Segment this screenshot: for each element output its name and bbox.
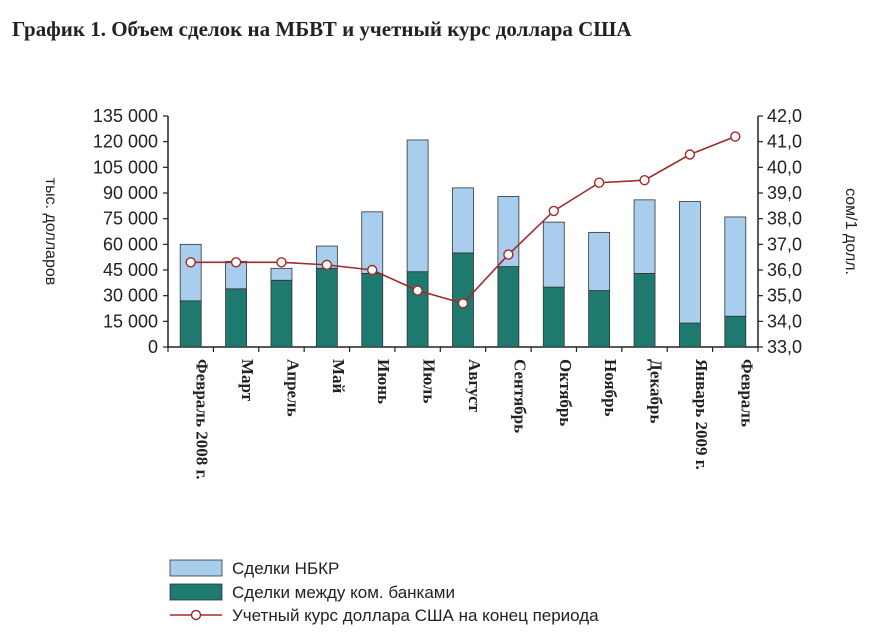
legend-label: Сделки между ком. банками xyxy=(232,583,455,602)
category-label: Май xyxy=(329,359,348,394)
bar-commercial-banks xyxy=(270,279,293,348)
category-label: Октябрь xyxy=(556,359,575,426)
bar-nbkr xyxy=(588,231,611,291)
category-label: Декабрь xyxy=(647,359,666,423)
right-tick-label: 37,0 xyxy=(767,234,802,254)
rate-point xyxy=(276,257,287,268)
right-tick-label: 36,0 xyxy=(767,260,802,280)
bar-commercial-banks xyxy=(542,286,565,348)
rate-point xyxy=(185,257,196,268)
rate-point xyxy=(639,174,650,186)
right-tick-label: 40,0 xyxy=(767,157,802,177)
right-tick-label: 33,0 xyxy=(767,337,802,357)
left-tick-label: 0 xyxy=(148,337,158,357)
left-tick-label: 90 000 xyxy=(103,183,158,203)
bar-commercial-banks xyxy=(361,273,384,348)
left-tick-label: 75 000 xyxy=(103,209,158,229)
bar-nbkr xyxy=(270,267,293,281)
bar-nbkr xyxy=(361,211,384,274)
category-label: Июнь xyxy=(374,359,393,404)
bar-nbkr xyxy=(452,187,474,254)
labels-group: 0 15 000 30 000 45 000 60 000 75 000 90 000 105… xyxy=(42,106,859,480)
bar-commercial-banks xyxy=(588,290,611,348)
category-label: Июль xyxy=(420,359,439,403)
bar-nbkr xyxy=(633,199,656,274)
bar-commercial-banks xyxy=(315,267,338,348)
category-label: Сентябрь xyxy=(510,359,529,433)
legend-label: Сделки НБКР xyxy=(232,559,339,578)
rate-point xyxy=(503,249,514,260)
category-label: Февраль xyxy=(737,359,756,427)
bar-commercial-banks xyxy=(679,322,701,348)
right-axis-title: сом/1 долл. xyxy=(842,188,859,275)
rate-point xyxy=(321,259,333,271)
bar-commercial-banks xyxy=(633,273,656,348)
right-tick-label: 38,0 xyxy=(767,209,802,229)
bar-commercial-banks xyxy=(497,266,520,348)
left-tick-label: 105 000 xyxy=(93,157,158,177)
rate-point xyxy=(230,257,242,268)
bar-nbkr xyxy=(679,201,701,324)
rate-point xyxy=(412,285,423,296)
bar-nbkr xyxy=(406,139,429,273)
left-tick-label: 60 000 xyxy=(103,234,158,254)
bar-nbkr xyxy=(179,243,202,302)
chart-title: График 1. Объем сделок на МБВТ и учетный… xyxy=(12,17,632,41)
rate-point xyxy=(730,131,741,142)
left-tick-label: 120 000 xyxy=(93,132,158,152)
bar-commercial-banks xyxy=(724,315,747,348)
rate-point xyxy=(367,264,378,276)
rate-point xyxy=(684,149,696,160)
bar-commercial-banks xyxy=(406,271,429,348)
right-tick-label: 41,0 xyxy=(767,132,802,152)
legend-label: Учетный курс доллара США на конец период… xyxy=(232,606,599,625)
left-tick-label: 30 000 xyxy=(103,286,158,306)
bar-nbkr xyxy=(542,221,565,288)
right-tick-label: 34,0 xyxy=(767,311,802,331)
legend-swatch xyxy=(169,559,223,577)
rate-point xyxy=(548,205,559,217)
rate-line-group xyxy=(185,131,741,309)
right-tick-label: 42,0 xyxy=(767,106,802,126)
left-tick-label: 135 000 xyxy=(93,106,158,126)
rate-point xyxy=(593,177,605,188)
bar-commercial-banks xyxy=(179,300,202,348)
legend-marker xyxy=(190,609,202,621)
rate-point xyxy=(457,298,469,309)
bar-nbkr xyxy=(724,216,747,317)
category-label: Март xyxy=(238,359,257,402)
legend-swatch xyxy=(169,583,223,601)
left-axis-title: тыс. долларов xyxy=(42,178,59,285)
category-label: Ноябрь xyxy=(601,359,620,417)
legend-group: Сделки НБКР Сделки между ком. банками Учет… xyxy=(169,559,599,625)
left-tick-label: 45 000 xyxy=(103,260,158,280)
bar-commercial-banks xyxy=(225,288,247,348)
category-label: Январь 2009 г. xyxy=(692,359,711,470)
right-tick-label: 35,0 xyxy=(767,286,802,306)
category-label: Февраль 2008 г. xyxy=(193,359,212,480)
category-label: Апрель xyxy=(283,359,302,417)
category-label: Август xyxy=(465,359,484,413)
bars-group xyxy=(179,139,747,348)
right-tick-label: 39,0 xyxy=(767,183,802,203)
left-tick-label: 15 000 xyxy=(103,311,158,331)
